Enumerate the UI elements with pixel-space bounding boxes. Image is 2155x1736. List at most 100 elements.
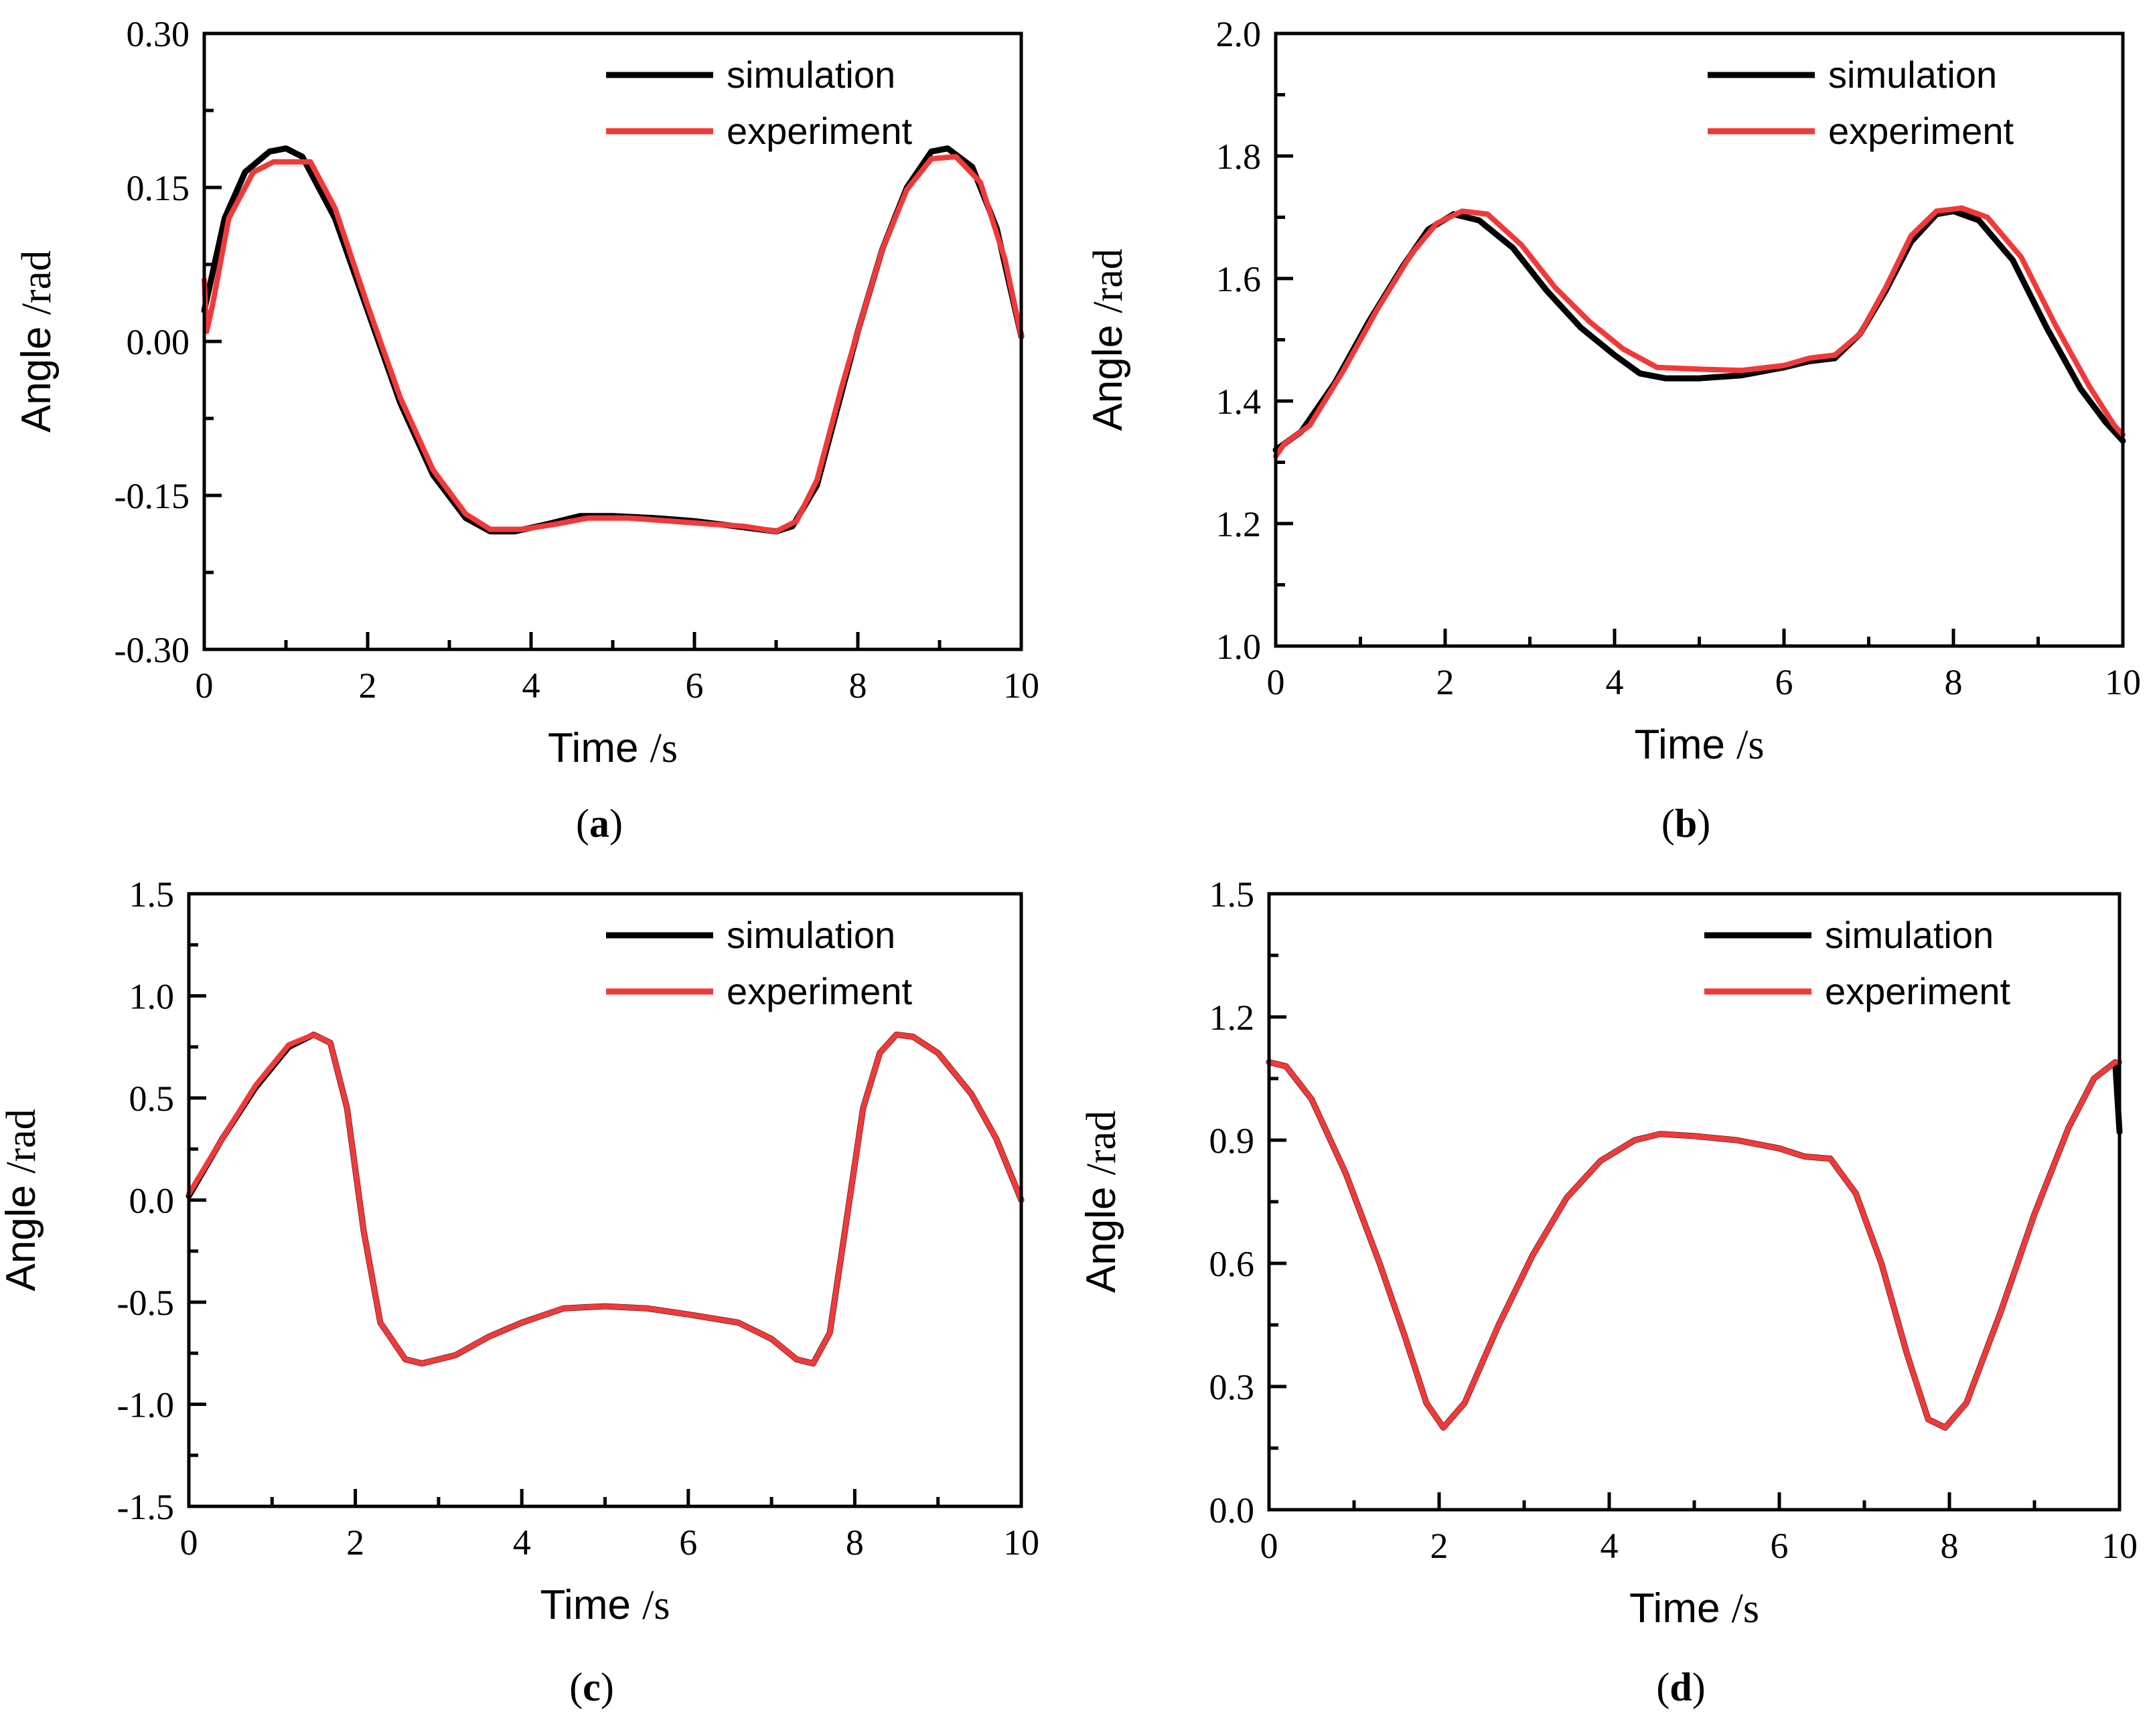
y-tick-label: 0.3 — [1209, 1367, 1255, 1407]
x-tick-label: 2 — [359, 665, 377, 706]
x-tick-label: 8 — [846, 1522, 864, 1563]
y-tick-label: -0.5 — [117, 1283, 174, 1323]
legend-simulation-label: simulation — [1825, 914, 1994, 956]
chart-c: 0 2 4 6 8 10 -1.5 -1.0 -0.5 0.0 0.5 1.0 1.5 Time /s An… — [0, 874, 1039, 1709]
panel-label-letter: d — [1669, 1665, 1692, 1709]
y-tick-label: 1.4 — [1216, 382, 1262, 422]
legend: simulation experiment — [606, 54, 912, 152]
y-axis-title-text: Angle — [1085, 313, 1131, 431]
panel-label-letter: b — [1675, 801, 1697, 846]
y-axis-title-text: Angle — [1078, 1175, 1124, 1293]
series-group — [1266, 1059, 2123, 1431]
legend-simulation-label: simulation — [727, 54, 895, 96]
panel-label: (b) — [1661, 801, 1710, 846]
x-axis-title-text: Time — [540, 1582, 642, 1628]
y-axis-title-unit: /rad — [1079, 1111, 1124, 1175]
y-tick-label: -1.5 — [117, 1487, 174, 1527]
y-axis-title-unit: /rad — [0, 1109, 44, 1173]
series-simulation-line — [185, 1031, 1025, 1366]
x-axis-title: Time /s — [1629, 1585, 1759, 1632]
y-tick-label: -1.0 — [117, 1385, 174, 1425]
x-tick-label: 6 — [1771, 1526, 1789, 1566]
series-simulation-line — [1272, 208, 2126, 453]
x-tick-label: 10 — [1003, 1522, 1039, 1563]
legend-experiment-label: experiment — [727, 110, 912, 152]
y-tick-label: 1.8 — [1216, 137, 1262, 177]
legend-experiment-label: experiment — [1828, 110, 2014, 152]
panel-label: (d) — [1656, 1665, 1705, 1709]
x-tick-label: 10 — [2101, 1526, 2138, 1566]
y-tick-label: 0.30 — [127, 14, 190, 54]
legend-experiment-label: experiment — [1825, 970, 2010, 1012]
y-tick-label: 0.6 — [1209, 1244, 1255, 1284]
series-group — [1272, 205, 2126, 459]
legend: simulation experiment — [1704, 914, 2010, 1012]
y-tick-label: -0.30 — [115, 630, 190, 670]
x-tick-label: 10 — [1003, 665, 1039, 706]
x-tick-label: 2 — [1436, 662, 1455, 702]
y-tick-label: 0.0 — [1209, 1490, 1255, 1530]
x-axis-title-unit: /s — [1732, 1586, 1759, 1632]
panel-label-letter: a — [589, 801, 609, 846]
panel-label-close: ) — [609, 801, 623, 846]
series-group — [201, 145, 1025, 535]
legend-experiment-label: experiment — [727, 970, 912, 1012]
y-axis-title: Angle /rad — [13, 250, 60, 432]
y-tick-label: 1.5 — [1209, 874, 1255, 915]
y-axis-title: Angle /rad — [0, 1109, 44, 1291]
x-axis-title: Time /s — [548, 725, 678, 771]
x-tick-label: 4 — [513, 1522, 531, 1563]
x-tick-label: 4 — [1601, 1526, 1619, 1566]
x-tick-label: 0 — [1260, 1526, 1278, 1566]
x-axis-title-unit: /s — [642, 1583, 670, 1628]
panel-label-open: ( — [569, 1665, 583, 1709]
y-axis-title: Angle /rad — [1085, 248, 1131, 430]
x-tick-label: 8 — [1945, 662, 1963, 702]
y-axis-title: Angle /rad — [1078, 1111, 1124, 1293]
x-tick-label: 8 — [1941, 1526, 1959, 1566]
x-tick-label: 10 — [2105, 662, 2141, 702]
x-tick-label: 0 — [1267, 662, 1285, 702]
x-axis-title-text: Time — [1634, 722, 1736, 768]
x-axis-title: Time /s — [1634, 722, 1764, 768]
panel-label-open: ( — [1661, 801, 1675, 846]
y-tick-label: 1.2 — [1216, 504, 1262, 544]
chart-d: 0 2 4 6 8 10 0.0 0.3 0.6 0.9 1.2 1.5 Time /s Angle /r… — [1078, 874, 2138, 1709]
y-tick-label: 1.0 — [1216, 627, 1262, 667]
panel-label-close: ) — [1697, 801, 1710, 846]
panel-label-close: ) — [1692, 1665, 1706, 1709]
x-axis-title: Time /s — [540, 1582, 670, 1628]
series-group — [185, 1031, 1025, 1366]
x-tick-label: 6 — [679, 1522, 697, 1563]
x-tick-label: 0 — [180, 1522, 198, 1563]
series-experiment-line — [1266, 1059, 2122, 1431]
panel-label-open: ( — [1656, 1665, 1669, 1709]
x-tick-label: 2 — [1430, 1526, 1448, 1566]
series-simulation-line — [1266, 1059, 2123, 1431]
x-tick-label: 4 — [522, 665, 540, 706]
series-experiment-line — [186, 1032, 1024, 1366]
y-tick-label: -0.15 — [115, 476, 190, 516]
y-tick-label: 0.00 — [127, 322, 190, 362]
panel-label-open: ( — [576, 801, 589, 846]
y-tick-label: 0.15 — [127, 168, 190, 208]
panel-label: (a) — [576, 801, 623, 846]
y-tick-label: 0.5 — [129, 1079, 175, 1119]
x-tick-label: 4 — [1606, 662, 1624, 702]
x-axis-title-text: Time — [548, 725, 650, 771]
panel-label-letter: c — [583, 1665, 601, 1709]
chart-b: 0 2 4 6 8 10 1.0 1.2 1.4 1.6 1.8 2.0 Time /s Angle /r… — [1085, 14, 2141, 846]
x-tick-label: 0 — [196, 665, 214, 706]
x-tick-label: 6 — [686, 665, 704, 706]
x-axis-title-text: Time — [1629, 1585, 1732, 1632]
legend-simulation-label: simulation — [1828, 54, 1997, 96]
x-tick-label: 6 — [1775, 662, 1793, 702]
legend: simulation experiment — [606, 914, 912, 1012]
series-experiment-line — [202, 154, 1024, 534]
series-experiment-line — [1273, 205, 2126, 459]
panel-label-close: ) — [601, 1665, 614, 1709]
y-tick-label: 1.5 — [129, 874, 175, 915]
y-axis-title-unit: /rad — [1086, 248, 1131, 313]
